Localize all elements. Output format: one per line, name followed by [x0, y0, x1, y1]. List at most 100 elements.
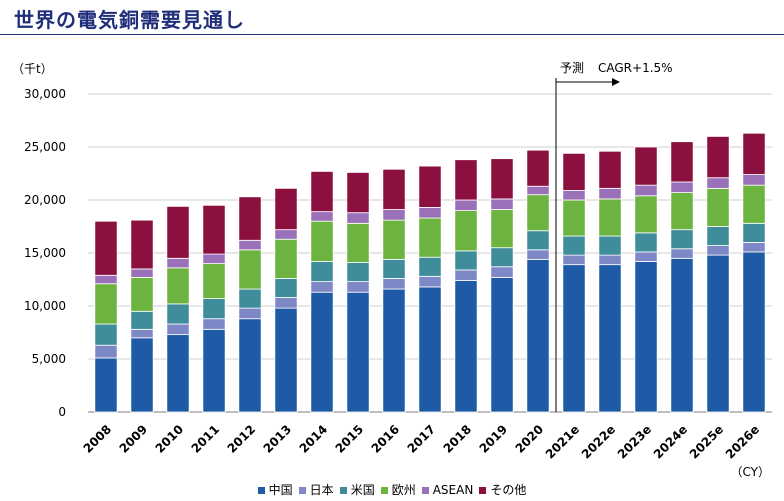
bar-segment [598, 150, 622, 189]
bar-segment [94, 357, 118, 413]
legend-swatch [339, 487, 347, 494]
x-tick-label: 2010 [153, 422, 187, 456]
bar-segment [130, 328, 154, 339]
bar-segment [598, 254, 622, 266]
bar-segment [310, 261, 334, 283]
bar-segment [490, 158, 514, 200]
bar-segment [346, 172, 370, 214]
bar-segment [238, 288, 262, 309]
bar-segment [166, 205, 190, 259]
bar-segment [634, 146, 658, 186]
bar-segment [634, 184, 658, 197]
x-tick-label: 2024e [651, 422, 690, 461]
bar-segment [382, 168, 406, 210]
legend-label: その他 [490, 483, 527, 497]
x-tick-label: 2015 [333, 422, 367, 456]
bar-segment [382, 209, 406, 221]
x-tick-label: 2025e [687, 422, 726, 461]
bar-segment [382, 219, 406, 260]
y-tick-label: 0 [58, 405, 66, 419]
x-tick-label: 2019 [477, 422, 511, 456]
x-tick-label: 2011 [189, 422, 223, 456]
x-tick-label: 2017 [405, 422, 439, 456]
bar-segment [202, 318, 226, 330]
bar-segment [634, 232, 658, 253]
x-tick-label: 2021e [543, 422, 582, 461]
y-tick-label: 20,000 [24, 193, 66, 207]
x-tick-label: 2016 [369, 422, 403, 456]
bar-segment [202, 253, 226, 264]
bar-segment [634, 261, 658, 413]
legend-item: 米国 [339, 481, 375, 498]
bar-segment [706, 245, 730, 256]
bar-segment [94, 220, 118, 276]
legend-label: 日本 [309, 483, 334, 497]
legend-item: 中国 [257, 481, 293, 498]
bar-segment [598, 235, 622, 256]
bar-segment [130, 219, 154, 270]
bar-segment [310, 291, 334, 413]
bar-segment [598, 264, 622, 413]
bar-segment [418, 275, 442, 288]
bar-segment [670, 257, 694, 413]
bar-segment [238, 196, 262, 241]
bar-segment [562, 199, 586, 237]
bar-segment [166, 267, 190, 305]
legend-swatch [298, 487, 306, 494]
x-tick-label: 2012 [225, 422, 259, 456]
bar-segment [274, 238, 298, 279]
bar-segment [706, 135, 730, 179]
bar-segment [94, 344, 118, 359]
bar-segment [418, 256, 442, 277]
bar-segment [346, 212, 370, 224]
cagr-label: CAGR+1.5% [598, 61, 673, 75]
bar-segment [526, 194, 550, 232]
bar-segment [166, 334, 190, 413]
x-axis-unit-label: （CY） [730, 465, 771, 479]
bar-segment [274, 187, 298, 231]
y-tick-label: 15,000 [24, 246, 66, 260]
bar-segment [130, 337, 154, 413]
bar-segment [274, 229, 298, 240]
bar-segment [94, 274, 118, 285]
bar-segment [346, 291, 370, 413]
bar-segment [382, 258, 406, 279]
x-tick-label: 2018 [441, 422, 475, 456]
y-tick-label: 25,000 [24, 140, 66, 154]
bar-segment [382, 288, 406, 413]
bar-segment [310, 211, 334, 222]
bar-segment [94, 283, 118, 325]
bar-segment [274, 307, 298, 413]
bar-segment [562, 264, 586, 413]
bar-segment [706, 254, 730, 413]
bar-segment [526, 258, 550, 413]
x-tick-label: 2009 [117, 422, 151, 456]
legend-swatch [380, 487, 388, 494]
bar-segment [706, 226, 730, 246]
title-divider [0, 34, 784, 35]
bar-segment [526, 149, 550, 187]
bar-segment [202, 298, 226, 320]
y-tick-label: 30,000 [24, 87, 66, 101]
x-tick-label: 2023e [615, 422, 654, 461]
forecast-label: 予測 [560, 61, 584, 75]
bar-segment [490, 266, 514, 278]
x-tick-label: 2008 [81, 422, 115, 456]
bar-segment [454, 280, 478, 413]
legend-item: その他 [479, 481, 526, 498]
bar-segment [238, 307, 262, 320]
legend-label: 欧州 [391, 483, 416, 497]
bar-segment [742, 251, 766, 413]
bar-segment [346, 281, 370, 293]
bar-segment [310, 220, 334, 262]
bar-segment [598, 187, 622, 200]
bar-segment [742, 184, 766, 224]
bar-segment [94, 323, 118, 346]
bar-segment [598, 198, 622, 237]
bar-segment [274, 297, 298, 309]
y-axis-unit-label: （千t） [12, 62, 53, 76]
bar-segment [562, 152, 586, 191]
bar-segment [310, 281, 334, 293]
bar-segment [130, 268, 154, 278]
bar-segment [454, 159, 478, 201]
